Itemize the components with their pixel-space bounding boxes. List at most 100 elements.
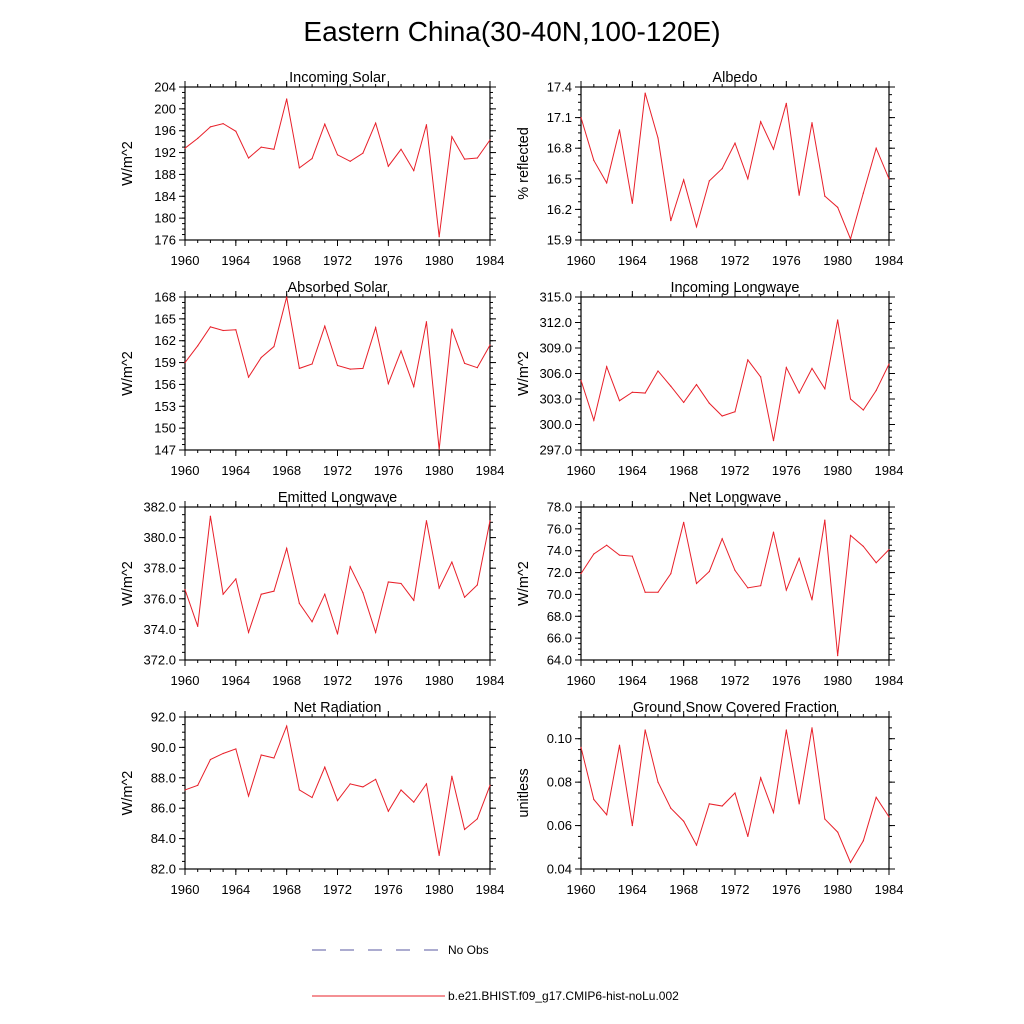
data-point [400,789,402,791]
y-tick-label: 376.0 [143,591,176,606]
data-point [708,180,710,182]
data-point [721,168,723,170]
data-point [413,386,415,388]
data-point [798,557,800,559]
data-point [286,296,288,298]
data-point [298,602,300,604]
data-point [580,117,582,119]
data-point [644,591,646,593]
data-point [683,401,685,403]
data-point [222,123,224,125]
y-axis-label: W/m^2 [120,561,136,606]
data-point [375,778,377,780]
data-point [286,725,288,727]
data-point [695,226,698,228]
data-point [606,814,608,816]
y-tick-label: 153 [154,399,176,414]
data-point [438,236,440,238]
y-tick-label: 72.0 [547,565,572,580]
data-point [760,376,762,378]
series-line [580,92,890,241]
data-point [849,534,852,537]
data-point [849,398,852,400]
data-point [837,655,839,657]
data-point [618,129,621,131]
x-tick-label: 1976 [772,253,801,268]
data-point [631,824,633,827]
x-tick-label: 1972 [323,882,352,897]
y-axis-label: W/m^2 [516,351,532,396]
data-point [336,364,339,367]
data-point [824,195,826,197]
data-point [286,98,288,100]
y-tick-label: 200 [154,101,176,116]
data-point [324,593,326,595]
data-point [222,752,224,755]
panel-4: Emitted Longwave W/m^2 372.0 374.0 376.0 378.… [120,490,504,688]
y-tick-label: 300.0 [539,417,572,432]
x-tick-label: 1960 [567,673,596,688]
data-point [463,596,466,598]
data-point [734,792,736,794]
data-point [247,631,250,634]
data-point [311,621,313,623]
data-point [273,345,275,348]
y-tick-label: 192 [154,145,176,160]
data-point [888,816,890,818]
x-tick-label: 1980 [823,673,852,688]
data-point [670,385,672,387]
data-point [336,633,339,635]
y-tick-label: 68.0 [547,609,572,624]
data-point [209,758,212,761]
y-tick-label: 176 [154,233,176,248]
y-tick-label: 312.0 [539,315,572,330]
data-point [413,801,415,803]
data-point [683,179,685,181]
data-point [721,538,723,540]
x-tick-label: 1972 [721,253,750,268]
panel-3: Incoming Longwave W/m^2 297.0 300.0 303.0 306… [516,280,903,478]
y-tick-label: 88.0 [151,770,176,785]
data-point [375,327,377,329]
x-tick-label: 1968 [669,463,698,478]
data-point [247,795,250,797]
data-point [824,519,826,521]
data-point [580,379,582,381]
x-tick-label: 1976 [374,463,403,478]
data-point [349,368,351,370]
data-point [438,448,440,450]
data-point [888,178,890,180]
data-point [747,835,749,838]
series-line [184,724,491,856]
x-tick-label: 1972 [323,253,352,268]
data-point [734,411,736,413]
data-point [387,165,389,167]
panel-6: Net Radiation W/m^2 82.0 84.0 86.0 88.0 90.0 92… [120,700,504,897]
y-tick-label: 76.0 [547,521,572,536]
data-point [489,344,491,346]
data-point [875,796,877,798]
y-tick-label: 188 [154,167,176,182]
y-tick-label: 66.0 [547,631,572,646]
y-tick-label: 165 [154,311,176,326]
y-tick-label: 150 [154,421,176,436]
x-tick-label: 1972 [323,673,352,688]
data-point [463,158,466,160]
x-tick-label: 1964 [221,673,250,688]
main-title: Eastern China(30-40N,100-120E) [303,16,720,47]
x-tick-label: 1984 [476,463,505,478]
panel-title: Incoming Solar [289,70,386,86]
x-tick-label: 1968 [669,253,698,268]
data-point [837,319,839,321]
data-point [209,326,212,328]
x-tick-label: 1980 [425,463,454,478]
data-point [362,152,364,154]
data-point [298,367,300,369]
data-point [400,148,402,150]
data-point [425,520,428,522]
data-point [375,122,377,124]
data-point [336,154,339,156]
data-point [247,157,250,159]
panel-title: Net Radiation [294,700,382,716]
data-point [349,566,351,568]
